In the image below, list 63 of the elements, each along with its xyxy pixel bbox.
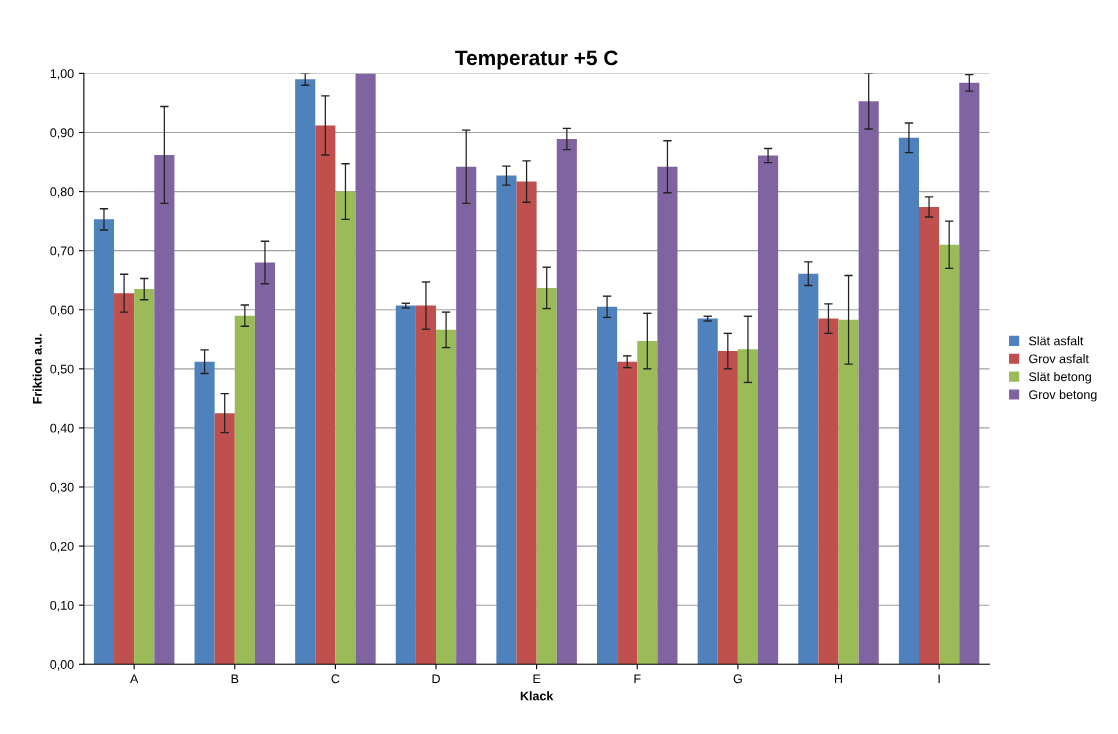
bar (637, 341, 658, 665)
bar (717, 351, 738, 665)
bar (456, 166, 477, 665)
x-axis-title: Klack (520, 691, 554, 701)
bar (858, 101, 879, 665)
bar (597, 306, 618, 665)
bar (194, 361, 215, 665)
bar (496, 175, 517, 665)
bar (114, 293, 135, 665)
bar (798, 273, 819, 665)
bar (315, 125, 336, 665)
bar (617, 361, 638, 665)
bar (838, 319, 859, 665)
x-tick-label: A (130, 674, 139, 684)
y-tick-label: 0,90 (50, 128, 74, 139)
x-tick-label: G (733, 674, 742, 684)
bar (214, 413, 235, 665)
bar (959, 82, 980, 665)
y-tick-label: 0,50 (50, 364, 74, 375)
bar (295, 79, 316, 665)
y-tick-label: 0,20 (50, 541, 74, 553)
bar (154, 154, 175, 665)
bar (939, 244, 960, 665)
x-tick-label: I (938, 674, 940, 684)
bar (697, 318, 718, 665)
y-tick-label: 0,30 (50, 482, 74, 494)
bar (919, 206, 940, 665)
y-tick-label: 0,70 (50, 246, 74, 257)
legend-label: Slät asfalt (1029, 336, 1084, 346)
y-tick-label: 0,40 (50, 423, 74, 435)
y-tick-label: 0,60 (50, 305, 74, 316)
bar (234, 315, 255, 665)
chart-title: Temperatur +5 C (455, 50, 618, 70)
x-tick-label: F (634, 674, 641, 684)
bar (335, 191, 356, 665)
legend-label: Slät betong (1029, 371, 1091, 384)
bar (758, 155, 779, 665)
bar (818, 318, 839, 665)
x-tick-label: C (331, 674, 340, 684)
y-tick-label: 0,10 (50, 600, 74, 612)
y-axis-title: Friktion a.u. (32, 334, 42, 404)
legend-label: Grov asfalt (1029, 354, 1089, 364)
x-tick-label: D (432, 674, 440, 684)
x-tick-label: H (835, 674, 842, 684)
bar (93, 219, 115, 665)
bar (355, 73, 376, 665)
x-tick-label: B (231, 674, 239, 684)
legend-label: Grov betong (1029, 389, 1097, 402)
bar (415, 305, 437, 665)
bar (657, 166, 678, 665)
bar (134, 289, 155, 665)
y-tick-label: 1,00 (50, 69, 74, 80)
bar (395, 305, 416, 665)
bar (536, 287, 557, 665)
bar (737, 349, 758, 665)
bar (556, 138, 577, 665)
y-tick-label: 0,80 (50, 187, 74, 198)
y-tick-label: 0,00 (50, 660, 74, 671)
bar (898, 137, 919, 665)
bar (516, 181, 537, 665)
bar (254, 262, 276, 665)
bar (436, 329, 457, 665)
x-tick-label: E (533, 674, 541, 684)
